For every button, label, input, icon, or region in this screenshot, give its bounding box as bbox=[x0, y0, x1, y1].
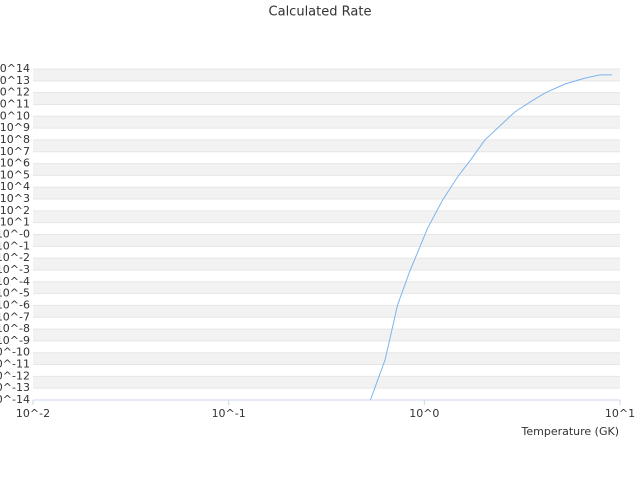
y-tick-label: 10^-13 bbox=[0, 381, 30, 394]
y-tick-label: 10^-3 bbox=[0, 263, 30, 276]
y-tick-label: 10^11 bbox=[0, 97, 30, 110]
y-tick-label: 10^-0 bbox=[0, 228, 30, 241]
grid-band bbox=[33, 210, 620, 223]
x-tick-label: 10^1 bbox=[605, 407, 635, 420]
grid-band bbox=[33, 234, 620, 247]
grid-band bbox=[33, 92, 620, 105]
grid-band bbox=[33, 376, 620, 389]
y-tick-label: 10^8 bbox=[0, 133, 30, 146]
y-tick-label: 10^-11 bbox=[0, 358, 30, 371]
y-tick-label: 10^-10 bbox=[0, 346, 30, 359]
y-tick-label: 10^-14 bbox=[0, 393, 30, 406]
y-tick-label: 10^2 bbox=[0, 204, 30, 217]
y-tick-label: 10^-12 bbox=[0, 369, 30, 382]
y-tick-label: 10^7 bbox=[0, 145, 30, 158]
y-tick-label: 10^1 bbox=[0, 216, 30, 229]
grid-band bbox=[33, 139, 620, 152]
y-tick-label: 10^9 bbox=[0, 121, 30, 134]
y-tick-label: 10^-8 bbox=[0, 322, 30, 335]
y-tick-label: 10^-5 bbox=[0, 287, 30, 300]
y-tick-label: 10^-2 bbox=[0, 251, 30, 264]
grid-band bbox=[33, 329, 620, 341]
grid-band bbox=[33, 187, 620, 200]
y-tick-label: 10^-4 bbox=[0, 275, 30, 288]
grid-band bbox=[33, 258, 620, 270]
grid-band bbox=[33, 281, 620, 294]
grid-band bbox=[33, 163, 620, 176]
chart-title: Calculated Rate bbox=[269, 5, 372, 20]
x-tick-label: 10^-1 bbox=[212, 407, 246, 420]
grid-band bbox=[33, 352, 620, 365]
y-tick-label: 10^-1 bbox=[0, 239, 30, 252]
y-tick-label: 10^4 bbox=[0, 180, 30, 193]
y-tick-label: 10^13 bbox=[0, 74, 30, 87]
y-tick-label: 10^12 bbox=[0, 86, 30, 99]
y-tick-label: 10^14 bbox=[0, 62, 30, 75]
y-tick-label: 10^5 bbox=[0, 168, 30, 181]
grid-band bbox=[33, 116, 620, 129]
grid bbox=[33, 68, 620, 401]
y-tick-label: 10^6 bbox=[0, 157, 30, 170]
y-tick-label: 10^-6 bbox=[0, 298, 30, 311]
y-tick-label: 10^3 bbox=[0, 192, 30, 205]
grid-band bbox=[33, 305, 620, 318]
x-tick-label: 10^0 bbox=[409, 407, 439, 420]
line-series bbox=[369, 74, 612, 401]
grid-band bbox=[33, 69, 620, 81]
x-axis-label: Temperature (GK) bbox=[521, 425, 620, 438]
y-tick-label: 10^10 bbox=[0, 109, 30, 122]
x-tick-label: 10^-2 bbox=[16, 407, 50, 420]
y-tick-label: 10^-9 bbox=[0, 334, 30, 347]
y-tick-label: 10^-7 bbox=[0, 310, 30, 323]
